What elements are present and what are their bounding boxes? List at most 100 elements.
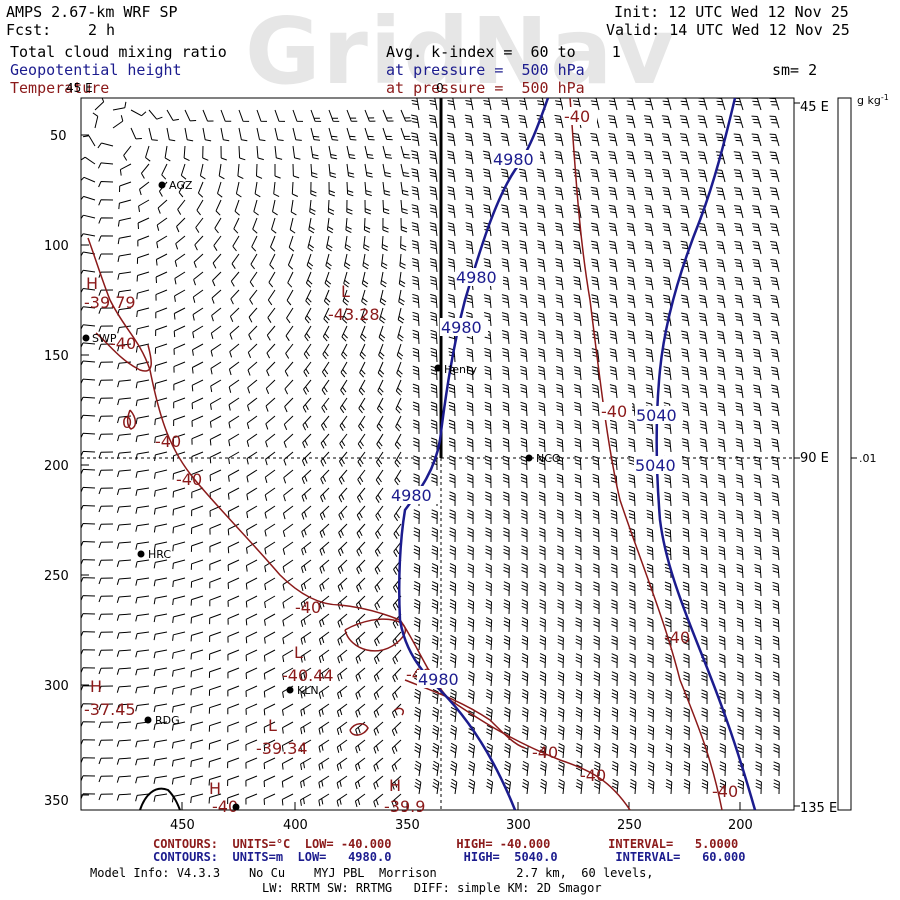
wind-barb: [609, 312, 618, 327]
wind-barb: [772, 563, 780, 579]
temp-label: -40: [176, 470, 202, 489]
wind-barb: [378, 343, 385, 360]
wind-barb: [98, 235, 114, 242]
wind-barb: [263, 757, 276, 770]
wind-barb: [679, 133, 690, 147]
wind-barb: [573, 258, 582, 273]
wind-barb: [190, 631, 204, 642]
wind-barb: [538, 491, 546, 507]
wind-barb: [450, 778, 458, 795]
wind-barb: [519, 98, 528, 111]
wind-barb: [701, 689, 708, 705]
wind-barb: [98, 451, 114, 459]
wind-barb: [432, 688, 439, 705]
wind-barb: [208, 721, 222, 732]
wind-barb: [319, 577, 330, 592]
wind-barb: [81, 156, 96, 165]
wind-barb: [719, 725, 726, 741]
wind-barb: [536, 132, 546, 147]
wind-barb: [171, 739, 186, 749]
wind-barb: [519, 276, 528, 291]
wind-barb: [734, 294, 744, 309]
wind-barb: [337, 685, 348, 700]
wind-barb: [719, 653, 726, 669]
wind-barb: [626, 204, 636, 219]
wind-barb: [287, 271, 294, 288]
wind-barb: [211, 289, 222, 304]
high-symbol: H: [90, 677, 102, 696]
wind-barb: [98, 595, 114, 603]
wind-barb: [522, 760, 529, 777]
wind-barb: [503, 527, 510, 542]
wind-barb: [398, 289, 405, 306]
wind-barb: [271, 217, 277, 234]
wind-barb: [135, 757, 150, 766]
wind-barb: [465, 186, 474, 201]
wind-barb: [430, 293, 438, 309]
wind-barb: [135, 775, 150, 784]
wind-barb: [519, 204, 528, 219]
wind-barb: [148, 109, 163, 120]
extrema-markers: H -39.79 L -43.28 L -40.44 H -37.45 L -3…: [84, 274, 425, 816]
wind-barb: [664, 473, 672, 489]
wind-barb: [303, 379, 312, 395]
wind-barb: [575, 635, 582, 651]
wind-barb: [734, 330, 744, 345]
wind-barb: [485, 599, 492, 615]
wind-barb: [467, 581, 474, 597]
wind-barb: [81, 721, 96, 728]
wind-barb: [610, 455, 618, 471]
wind-barb: [715, 115, 726, 129]
wind-barb: [645, 294, 654, 309]
wind-barb: [135, 433, 150, 443]
wind-barb: [210, 325, 222, 340]
wind-barb: [172, 451, 186, 462]
wind-barb: [700, 527, 708, 543]
wind-barb: [412, 293, 420, 309]
wind-barb: [468, 742, 475, 759]
wind-barb: [98, 685, 114, 693]
smoothing-label: sm= 2: [772, 61, 818, 79]
wind-barb: [362, 253, 369, 270]
wind-barb: [355, 613, 366, 628]
wind-barb: [412, 383, 420, 399]
wind-barb: [736, 581, 744, 597]
wind-barb: [337, 613, 348, 628]
wind-barb: [683, 743, 690, 759]
wind-barb: [646, 527, 654, 543]
wind-barb: [266, 361, 276, 377]
wind-barb: [394, 433, 402, 450]
wind-barb: [699, 402, 708, 417]
wind-barb: [429, 276, 438, 291]
wind-barb: [391, 775, 402, 790]
wind-barb: [190, 649, 204, 660]
wind-barb: [190, 577, 204, 588]
height-label: 5040: [636, 406, 677, 425]
wind-barb: [153, 541, 168, 551]
wind-barb: [251, 235, 258, 252]
wind-barb: [373, 703, 384, 718]
wind-barb: [374, 595, 384, 611]
wind-barb: [520, 365, 528, 381]
wind-barb: [373, 685, 384, 700]
wind-barb: [81, 649, 96, 656]
wind-barb: [683, 671, 690, 687]
wind-barb: [537, 276, 546, 291]
wind-barb: [754, 653, 762, 669]
wind-barb: [647, 635, 654, 650]
wind-barb: [770, 241, 780, 255]
wind-barb: [575, 599, 582, 615]
wind-barb: [286, 289, 294, 306]
wind-barb: [483, 98, 492, 111]
wind-barb: [227, 757, 240, 769]
wind-barb: [772, 599, 780, 615]
wind-barb: [400, 109, 412, 122]
wind-barb: [282, 559, 294, 573]
wind-barb: [237, 163, 244, 180]
wind-barb: [247, 379, 258, 394]
wind-barb: [245, 631, 258, 644]
wind-barb: [413, 634, 421, 651]
wind-barb: [356, 577, 366, 593]
wind-barb: [166, 109, 179, 121]
temp-label: -40: [110, 334, 136, 353]
